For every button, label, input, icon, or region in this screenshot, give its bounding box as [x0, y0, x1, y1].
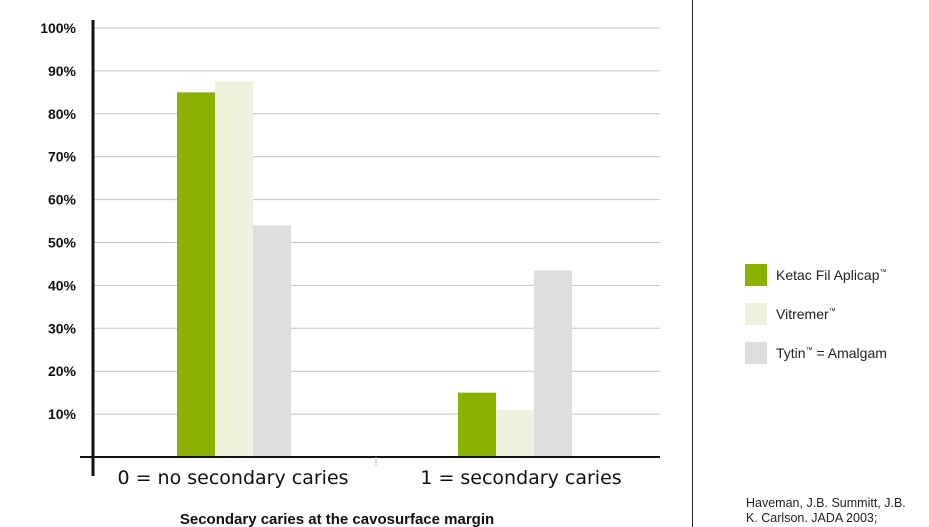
legend-label-tytin: Tytin™ = Amalgam [776, 345, 887, 361]
legend-item-tytin: Tytin™ = Amalgam [745, 342, 887, 364]
legend-item-ketac: Ketac Fil Aplicap™ [745, 264, 887, 286]
labels: 10% 20% 30% 40% 50% 60% 70% 80% 90% 100% 0 = no se… [40, 20, 621, 527]
bar-chart: 10% 20% 30% 40% 50% 60% 70% 80% 90% 100% 0 = no se… [40, 20, 660, 527]
legend-swatch-tytin [745, 342, 767, 364]
legend-item-vitremer: Vitremer™ [745, 303, 887, 325]
citation-line-2: K. Carlson. JADA 2003; [746, 511, 878, 525]
y-tick-label: 40% [48, 277, 77, 293]
y-tick-label: 70% [48, 149, 77, 165]
legend-label-vitremer: Vitremer™ [776, 306, 836, 322]
y-tick-label: 20% [48, 363, 77, 379]
y-tick-label: 80% [48, 106, 77, 122]
y-tick-label: 60% [48, 192, 77, 208]
x-category-label: 0 = no secondary caries [117, 467, 348, 489]
bar [215, 81, 253, 457]
citation-line-1: Haveman, J.B. Summitt, J.B. [746, 496, 906, 510]
x-axis-title: Secondary caries at the cavosurface marg… [180, 511, 494, 527]
bar [496, 409, 534, 457]
y-tick-label: 30% [48, 320, 77, 336]
y-tick-label: 90% [48, 63, 77, 79]
bars [177, 81, 572, 457]
bar [177, 92, 215, 457]
legend-label-ketac: Ketac Fil Aplicap™ [776, 267, 887, 283]
axes [80, 20, 660, 476]
bar [534, 270, 572, 457]
bar [253, 225, 291, 457]
y-tick-label: 50% [48, 235, 77, 251]
bar [458, 392, 496, 457]
citation: Haveman, J.B. Summitt, J.B. K. Carlson. … [746, 496, 929, 526]
panel-divider [692, 0, 693, 527]
legend-swatch-ketac [745, 264, 767, 286]
legend: Ketac Fil Aplicap™ Vitremer™ Tytin™ = Am… [745, 264, 887, 381]
y-tick-label: 100% [40, 20, 76, 36]
y-tick-label: 10% [48, 406, 77, 422]
legend-swatch-vitremer [745, 303, 767, 325]
x-category-label: 1 = secondary caries [420, 467, 621, 489]
